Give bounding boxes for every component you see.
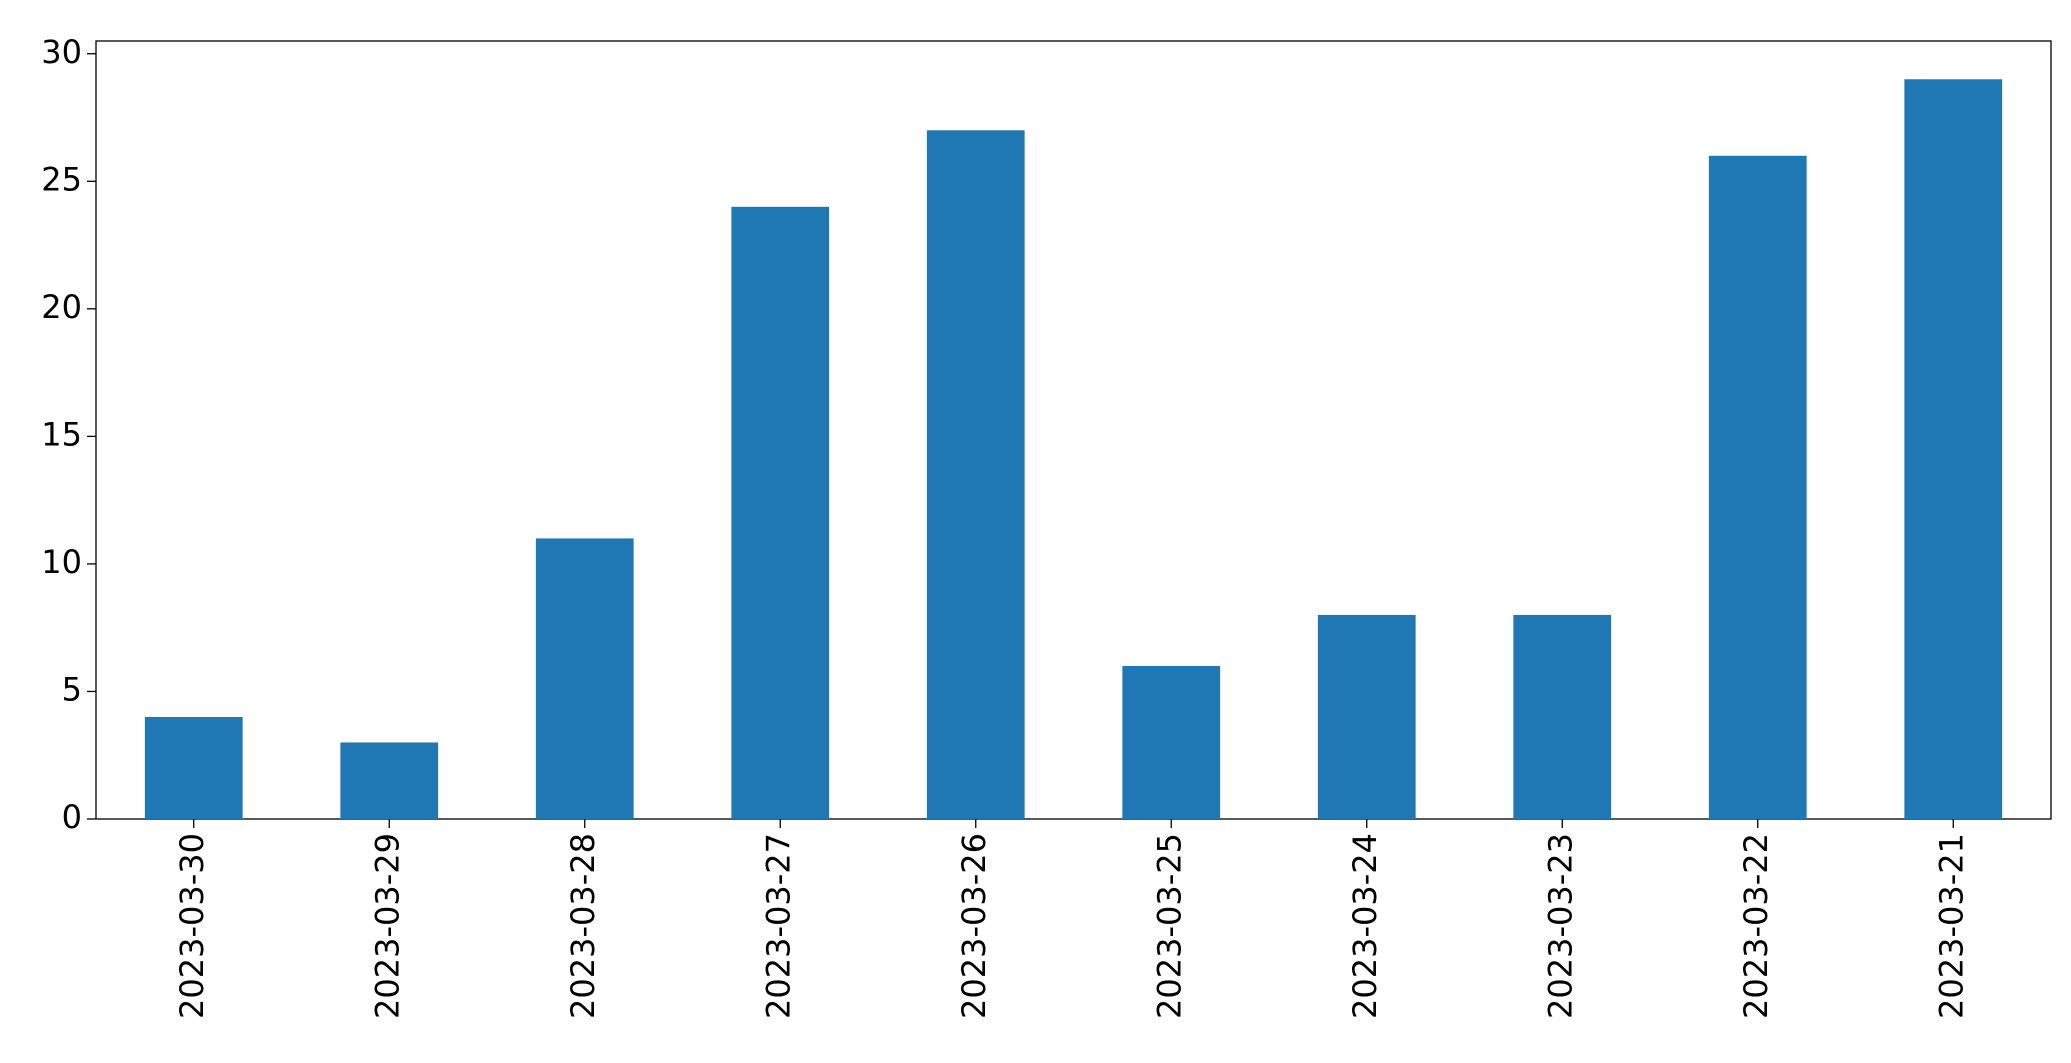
- y-tick-label: 30: [41, 33, 82, 71]
- x-tick-label: 2023-03-27: [759, 833, 797, 1019]
- x-tick-label: 2023-03-28: [564, 833, 602, 1019]
- bar: [1317, 614, 1416, 819]
- x-tick-label: 2023-03-26: [955, 833, 993, 1019]
- y-tick-label: 5: [62, 670, 82, 708]
- y-tick-label: 0: [62, 798, 82, 836]
- y-tick-label: 25: [41, 160, 82, 198]
- x-tick-label: 2023-03-30: [173, 833, 211, 1019]
- x-tick-label: 2023-03-24: [1346, 833, 1384, 1019]
- plot-frame: [95, 40, 2052, 820]
- bar: [340, 742, 439, 819]
- bar: [535, 538, 634, 819]
- bar: [1122, 665, 1221, 819]
- bar: [731, 206, 830, 819]
- bar: [1513, 614, 1612, 819]
- x-tick-label: 2023-03-21: [1932, 833, 1970, 1019]
- x-tick-label: 2023-03-23: [1541, 833, 1579, 1019]
- x-tick-label: 2023-03-29: [368, 833, 406, 1019]
- bar: [926, 130, 1025, 819]
- y-tick-label: 10: [41, 543, 82, 581]
- bar: [144, 716, 243, 819]
- x-tick-label: 2023-03-25: [1150, 833, 1188, 1019]
- y-tick-label: 15: [41, 415, 82, 453]
- bar: [1708, 155, 1807, 820]
- y-tick-label: 20: [41, 288, 82, 326]
- bar: [1904, 79, 2003, 819]
- x-tick-label: 2023-03-22: [1737, 833, 1775, 1019]
